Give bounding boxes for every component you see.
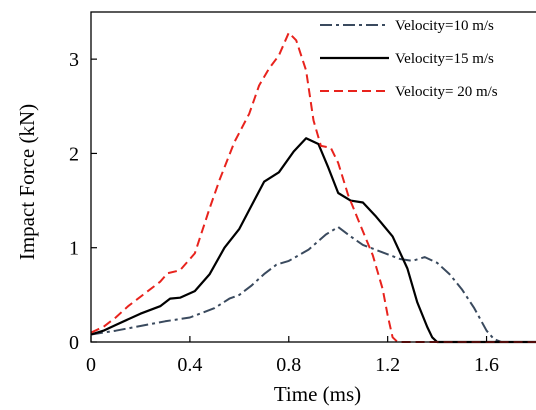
legend-label: Velocity=15 m/s (395, 51, 494, 67)
y-axis-title: Impact Force (kN) (15, 104, 39, 260)
series-lines (91, 31, 536, 344)
x-axis-title: Time (ms) (274, 382, 361, 406)
plot-area-frame (90, 11, 536, 343)
series-line-2 (91, 137, 536, 344)
legend-label: Velocity= 20 m/s (395, 84, 498, 100)
series-line-1 (91, 226, 536, 343)
x-tick-label: 0 (86, 354, 96, 376)
x-tick-label: 0.4 (177, 354, 202, 376)
y-tick-label: 0 (69, 332, 79, 354)
axis-tick-labels: 0 0.4 0.8 1.2 1.6 0 1 2 3 (69, 49, 499, 376)
legend-label: Velocity=10 m/s (395, 18, 494, 34)
axis-ticks (90, 58, 488, 343)
y-tick-label: 1 (69, 238, 79, 260)
x-tick-label: 1.6 (474, 354, 499, 376)
y-tick-label: 2 (69, 143, 79, 165)
x-tick-label: 1.2 (375, 354, 400, 376)
y-tick-label: 3 (69, 49, 79, 71)
legend: Velocity=10 m/s Velocity=15 m/s Velocity= … (320, 18, 498, 100)
series-line-3 (91, 31, 536, 343)
x-tick-label: 0.8 (276, 354, 301, 376)
